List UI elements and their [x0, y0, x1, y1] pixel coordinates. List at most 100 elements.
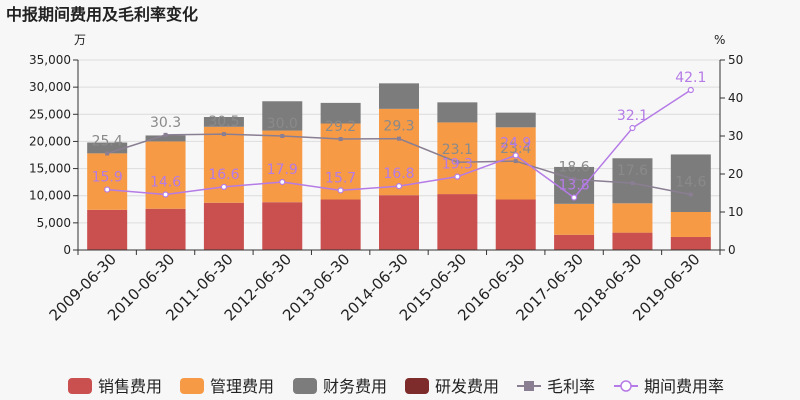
bar-财务费用	[495, 112, 536, 128]
point-毛利率	[397, 136, 401, 141]
bar-销售费用	[203, 202, 244, 250]
chart-title: 中报期间费用及毛利率变化	[6, 5, 198, 24]
value-label-期间费用率: 15.9	[92, 170, 123, 186]
bar-管理费用	[203, 126, 244, 203]
bar-管理费用	[495, 127, 536, 200]
point-毛利率	[630, 181, 635, 186]
legend-label: 研发费用	[435, 377, 499, 396]
bar-管理费用	[379, 108, 419, 196]
bar-销售费用	[262, 202, 303, 250]
value-label-毛利率: 30.3	[150, 115, 181, 131]
value-labels: 25.4 30.3 30.5 30.0 29.2 29.3 23.1 23.4 18.6 17.6…	[92, 70, 707, 194]
value-label-毛利率: 17.6	[617, 163, 648, 179]
point-毛利率	[338, 137, 343, 142]
right-axis-unit: %	[714, 33, 725, 47]
value-label-期间费用率: 14.6	[150, 175, 181, 191]
value-label-毛利率: 23.1	[442, 142, 473, 158]
value-label-期间费用率: 32.1	[617, 108, 648, 124]
left-tick-label: 25,000	[29, 107, 71, 121]
point-期间费用率	[570, 194, 578, 201]
point-期间费用率	[512, 152, 519, 159]
right-tick-label: 30	[728, 129, 743, 143]
bar-管理费用	[554, 203, 595, 235]
value-label-毛利率: 29.3	[383, 119, 414, 135]
bar-销售费用	[320, 199, 361, 250]
point-毛利率	[280, 134, 285, 138]
legend-label: 财务费用	[323, 377, 387, 396]
point-期间费用率	[104, 186, 111, 193]
point-期间费用率	[279, 178, 286, 186]
value-label-期间费用率: 16.8	[383, 166, 414, 182]
point-期间费用率	[395, 183, 403, 190]
right-tick-label: 50	[728, 53, 743, 67]
value-label-期间费用率: 17.9	[267, 162, 298, 178]
bar-管理费用	[437, 122, 478, 195]
right-tick-label: 40	[728, 91, 743, 105]
bar-销售费用	[87, 209, 128, 250]
bar-管理费用	[320, 123, 361, 200]
value-label-期间费用率: 42.1	[675, 70, 706, 86]
legend-swatch-marker	[524, 381, 534, 391]
bar-销售费用	[495, 199, 536, 250]
legend-label: 期间费用率	[644, 377, 724, 396]
bar-财务费用	[612, 158, 653, 204]
bar-财务费用	[670, 154, 711, 212]
bar-管理费用	[670, 212, 711, 237]
left-tick-label: 5,000	[37, 216, 71, 230]
bar-财务费用	[87, 142, 128, 154]
point-期间费用率	[337, 187, 344, 194]
left-tick-label: 15,000	[29, 162, 71, 176]
legend-label: 销售费用	[98, 377, 162, 396]
point-毛利率	[221, 132, 226, 137]
point-期间费用率	[629, 124, 636, 132]
value-label-毛利率: 30.5	[208, 114, 239, 130]
value-label-期间费用率: 13.8	[559, 178, 590, 194]
bar-财务费用	[203, 117, 244, 127]
point-期间费用率	[220, 183, 228, 191]
value-label-毛利率: 14.6	[675, 175, 706, 191]
bar-销售费用	[612, 232, 653, 250]
legend-label: 毛利率	[547, 377, 595, 396]
point-期间费用率	[454, 173, 461, 180]
bar-财务费用	[379, 83, 419, 109]
legend-swatch	[180, 378, 204, 394]
right-tick-label: 0	[728, 243, 736, 257]
point-毛利率	[688, 192, 693, 197]
point-毛利率	[513, 159, 518, 164]
legend-swatch	[405, 378, 429, 394]
bar-财务费用	[320, 102, 361, 124]
bar-管理费用	[262, 130, 303, 203]
bar-销售费用	[437, 194, 478, 250]
value-label-期间费用率: 15.7	[325, 170, 356, 186]
bar-财务费用	[437, 102, 478, 123]
bar-管理费用	[612, 203, 653, 233]
bar-销售费用	[379, 195, 419, 250]
value-label-期间费用率: 24.9	[500, 135, 531, 151]
value-label-期间费用率: 19.3	[442, 157, 473, 173]
legend: 销售费用 管理费用 财务费用 研发费用 毛利率 期间费用率	[68, 377, 724, 396]
bar-财务费用	[145, 135, 186, 142]
left-axis-unit: 万	[74, 33, 86, 47]
value-label-期间费用率: 16.6	[208, 167, 239, 183]
bar-销售费用	[670, 236, 711, 250]
bar-财务费用	[262, 101, 303, 131]
point-毛利率	[455, 160, 460, 165]
value-label-毛利率: 18.6	[559, 159, 590, 175]
lines	[104, 86, 694, 201]
value-label-毛利率: 29.2	[325, 119, 356, 135]
left-tick-label: 0	[63, 243, 71, 257]
legend-swatch	[68, 378, 92, 394]
point-毛利率	[163, 132, 168, 137]
bar-销售费用	[554, 234, 595, 250]
right-tick-label: 10	[728, 205, 743, 219]
value-label-毛利率: 23.4	[500, 141, 531, 157]
bar-管理费用	[87, 153, 128, 210]
left-tick-label: 20,000	[29, 134, 71, 148]
point-毛利率	[572, 177, 577, 182]
value-label-毛利率: 30.0	[267, 116, 298, 132]
right-tick-label: 20	[728, 167, 743, 181]
legend-swatch	[293, 378, 317, 394]
legend-label: 管理费用	[210, 377, 274, 396]
left-tick-label: 10,000	[29, 189, 71, 203]
